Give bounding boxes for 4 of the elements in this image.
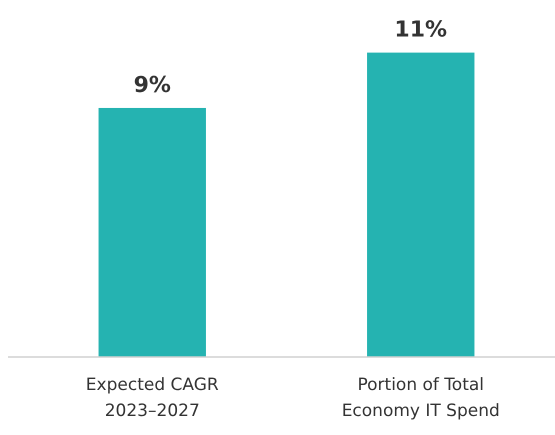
x-tick-label: Portion of Total Economy IT Spend	[342, 375, 500, 421]
data-label: 9%	[134, 72, 171, 98]
data-label: 11%	[394, 18, 448, 43]
x-tick-label: Expected CAGR 2023–2027	[86, 375, 219, 421]
